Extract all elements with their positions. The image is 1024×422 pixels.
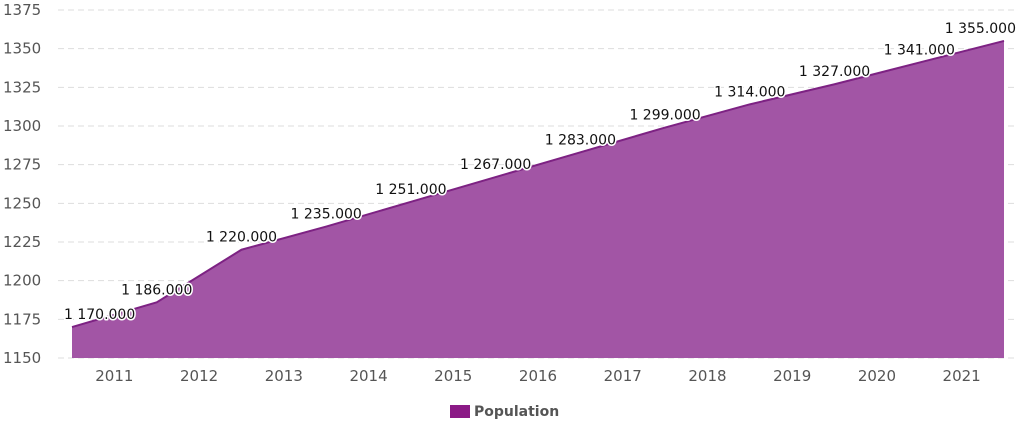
data-labels: 1 170.000 1 186.000 1 220.000 1 235.000 1 25… bbox=[63, 19, 1018, 324]
x-tick-label: 2011 bbox=[95, 367, 133, 385]
data-label: 1 186.000 bbox=[121, 282, 192, 298]
y-tick-label: 1150 bbox=[3, 349, 41, 367]
data-label: 1 235.000 bbox=[291, 207, 362, 223]
data-label: 1 341.000 bbox=[884, 43, 955, 59]
area-layer bbox=[71, 39, 1005, 358]
y-tick-label: 1300 bbox=[3, 117, 41, 135]
x-tick-label: 2020 bbox=[858, 367, 896, 385]
x-tick-label: 2019 bbox=[773, 367, 811, 385]
population-line bbox=[71, 39, 1005, 329]
y-tick-label: 1225 bbox=[3, 233, 41, 251]
x-tick-label: 2014 bbox=[349, 367, 387, 385]
x-tick-label: 2018 bbox=[688, 367, 726, 385]
y-tick-label: 1325 bbox=[3, 78, 41, 96]
x-axis-ticks: 2011 2012 2013 2014 2015 2016 2017 2018 2019 2020… bbox=[95, 367, 980, 385]
data-label: 1 267.000 bbox=[460, 157, 531, 173]
x-tick-label: 2021 bbox=[943, 367, 981, 385]
data-label: 1 314.000 bbox=[714, 84, 785, 100]
data-label: 1 283.000 bbox=[545, 132, 616, 148]
population-area bbox=[72, 40, 1004, 358]
y-tick-label: 1275 bbox=[3, 156, 41, 174]
legend[interactable]: Population bbox=[450, 404, 559, 420]
x-tick-label: 2012 bbox=[180, 367, 218, 385]
y-axis-ticks: 1150 1175 1200 1225 1250 1275 1300 1325 1350 1375 bbox=[3, 1, 41, 367]
data-label: 1 251.000 bbox=[375, 182, 446, 198]
x-tick-label: 2017 bbox=[604, 367, 642, 385]
x-tick-label: 2015 bbox=[434, 367, 472, 385]
x-tick-label: 2013 bbox=[265, 367, 303, 385]
y-tick-label: 1350 bbox=[3, 40, 41, 58]
data-label: 1 220.000 bbox=[206, 230, 277, 246]
y-tick-label: 1250 bbox=[3, 194, 41, 212]
legend-label-population[interactable]: Population bbox=[474, 404, 559, 420]
y-tick-label: 1200 bbox=[3, 272, 41, 290]
data-label: 1 355.000 bbox=[945, 21, 1016, 37]
y-tick-label: 1175 bbox=[3, 310, 41, 328]
y-tick-label: 1375 bbox=[3, 1, 41, 19]
x-tick-label: 2016 bbox=[519, 367, 557, 385]
legend-swatch-population bbox=[450, 405, 470, 418]
data-label: 1 327.000 bbox=[799, 64, 870, 80]
data-label: 1 170.000 bbox=[64, 307, 135, 323]
data-label: 1 299.000 bbox=[629, 108, 700, 124]
